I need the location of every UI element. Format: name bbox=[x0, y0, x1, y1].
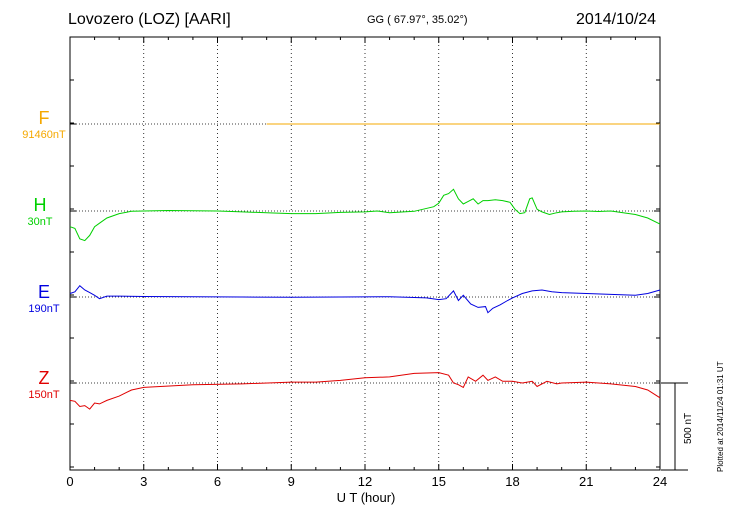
x-tick-label: 6 bbox=[214, 474, 221, 489]
grid-lines bbox=[70, 37, 660, 470]
e-baseline-value: 190nT bbox=[28, 303, 60, 315]
z-component-label: Z 150nT bbox=[14, 368, 74, 402]
z-component-name: Z bbox=[38, 368, 50, 388]
h-component-name: H bbox=[33, 195, 47, 215]
x-tick-label: 21 bbox=[579, 474, 593, 489]
scale-bar bbox=[661, 382, 688, 471]
x-tick-label: 0 bbox=[66, 474, 73, 489]
h-baseline-value: 30nT bbox=[27, 216, 53, 228]
z-baseline-value: 150nT bbox=[28, 389, 60, 401]
f-component-name: F bbox=[38, 108, 50, 128]
series-z-line bbox=[69, 372, 661, 410]
plot-date: 2014/10/24 bbox=[576, 11, 657, 28]
e-component-name: E bbox=[37, 282, 50, 302]
x-tick-label: 24 bbox=[653, 474, 667, 489]
series-lines bbox=[69, 123, 661, 410]
h-component-label: H 30nT bbox=[10, 195, 70, 229]
station-title: Lovozero (LOZ) [AARI] bbox=[68, 11, 231, 28]
x-tick-label: 18 bbox=[505, 474, 519, 489]
scale-bar-label: 500 nT bbox=[683, 412, 694, 444]
x-tick-label: 15 bbox=[432, 474, 446, 489]
series-h-line bbox=[69, 188, 661, 242]
x-tick-label: 9 bbox=[288, 474, 295, 489]
x-tick-label: 3 bbox=[140, 474, 147, 489]
plotted-timestamp: Plotted at 2014/11/24 01:31 UT bbox=[716, 361, 725, 472]
f-baseline-value: 91460nT bbox=[22, 129, 66, 141]
e-component-label: E 190nT bbox=[14, 282, 74, 316]
f-component-label: F 91460nT bbox=[14, 108, 74, 142]
x-axis-label: U T (hour) bbox=[337, 490, 396, 505]
x-tick-label: 12 bbox=[358, 474, 372, 489]
series-e-line bbox=[69, 284, 661, 314]
station-coordinates: GG ( 67.97°, 35.02°) bbox=[367, 14, 468, 26]
x-axis-ticks: 0 3 6 9 12 15 18 21 24 bbox=[66, 37, 667, 489]
